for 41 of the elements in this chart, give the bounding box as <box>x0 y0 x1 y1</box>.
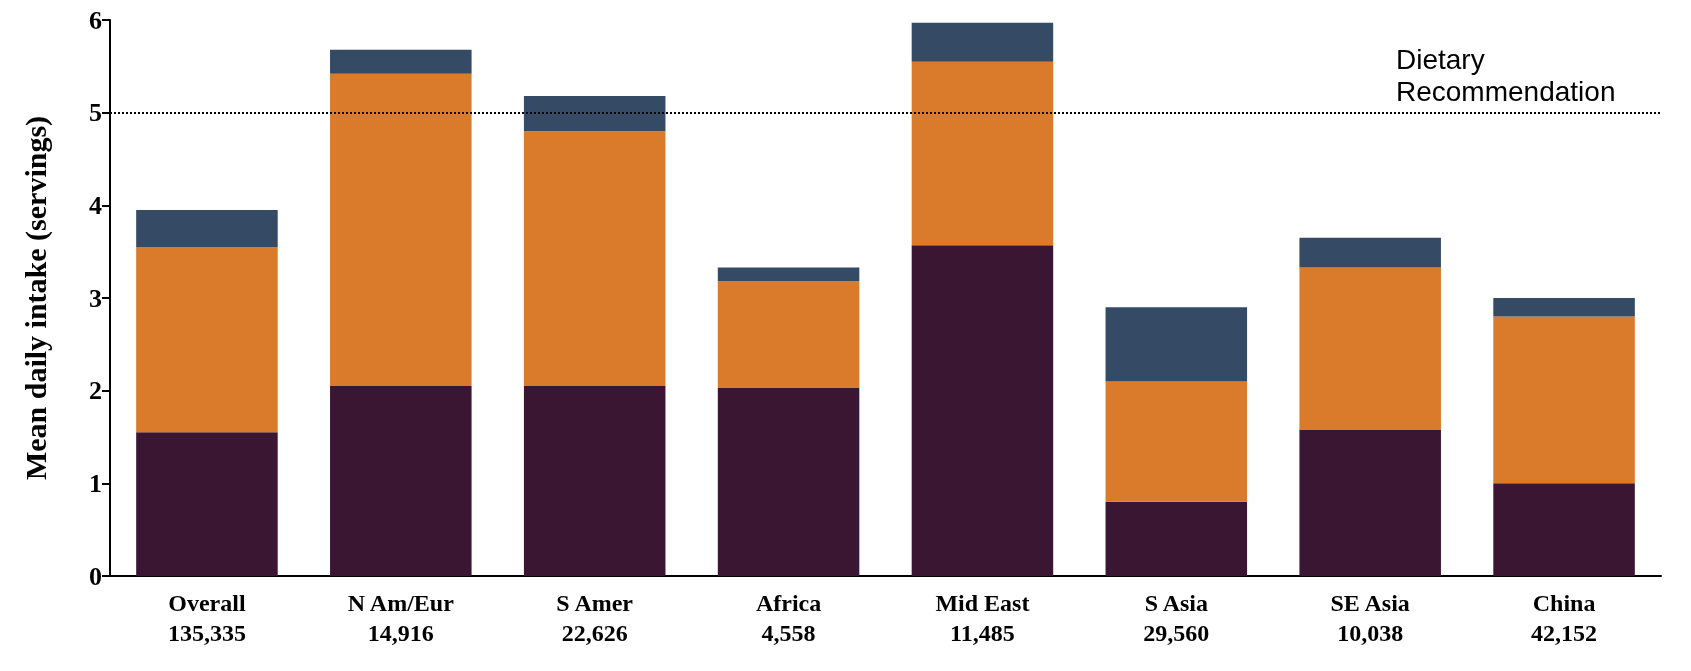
y-tick-label: 5 <box>89 98 102 128</box>
y-tick-label: 3 <box>89 283 102 313</box>
x-tick-label: Mid East 11,485 <box>935 590 1030 646</box>
bar <box>136 247 278 433</box>
bar <box>1493 316 1635 484</box>
bar <box>1299 429 1441 576</box>
y-tick-label: 0 <box>89 561 102 591</box>
x-tick-label: SE Asia 10,038 <box>1330 590 1410 646</box>
bar <box>911 61 1054 246</box>
ref-line-label: Dietary Recommendation <box>1396 44 1616 108</box>
bar <box>1105 307 1248 382</box>
bar <box>1105 381 1248 502</box>
y-tick-label: 4 <box>89 190 102 220</box>
y-axis-title: Mean daily intake (servings) <box>18 115 53 481</box>
bar <box>136 432 278 576</box>
bar <box>911 22 1054 62</box>
x-tick-label: N Am/Eur 14,916 <box>347 590 455 646</box>
bar <box>717 387 860 576</box>
y-tick-label: 2 <box>89 376 102 406</box>
bar <box>523 95 666 132</box>
bar <box>330 386 472 576</box>
bar <box>330 49 472 74</box>
bar <box>911 245 1054 576</box>
bar <box>717 267 860 282</box>
bar <box>1299 267 1441 430</box>
x-tick-label: S Amer 22,626 <box>556 590 634 646</box>
bar <box>717 281 860 388</box>
x-tick-label: Africa 4,558 <box>755 590 822 646</box>
bar <box>136 209 278 248</box>
bar <box>330 73 472 387</box>
y-tick-label: 1 <box>89 468 102 498</box>
bar <box>523 131 666 387</box>
bar <box>523 386 666 576</box>
bar <box>1105 501 1248 576</box>
x-tick-label: China 42,152 <box>1531 590 1598 646</box>
x-tick-label: Overall 135,335 <box>167 590 246 646</box>
bar <box>1493 483 1635 576</box>
y-tick-label: 6 <box>89 5 102 35</box>
bar <box>1299 237 1441 268</box>
x-tick-label: S Asia 29,560 <box>1143 590 1210 646</box>
bar <box>1493 298 1635 317</box>
